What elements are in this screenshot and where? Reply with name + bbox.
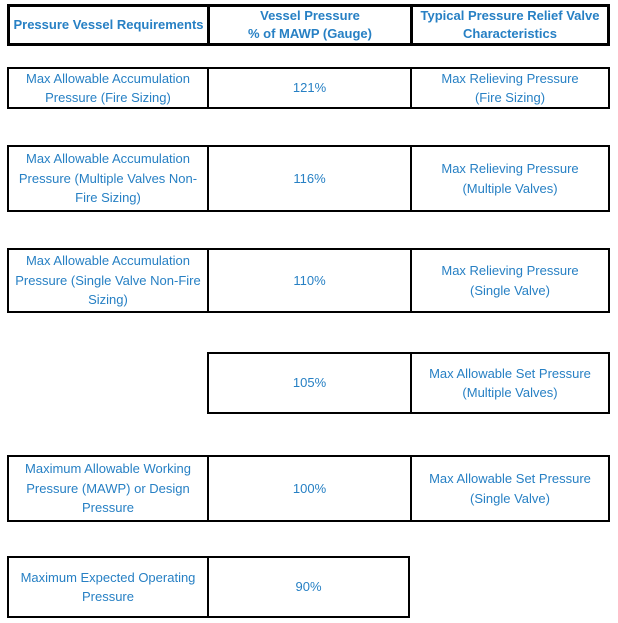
table-row-105: 105% Max Allowable Set Pressure (Multipl…	[207, 352, 610, 414]
pressure-value-cell: 90%	[207, 558, 408, 616]
table-row-90: Maximum Expected Operating Pressure 90%	[7, 556, 410, 618]
valve-cell: Max Allowable Set Pressure (Single Valve…	[410, 457, 608, 520]
requirement-cell: Maximum Allowable Working Pressure (MAWP…	[25, 461, 191, 516]
table-row-100: Maximum Allowable Working Pressure (MAWP…	[7, 455, 610, 522]
pressure-value-cell: 100%	[207, 457, 410, 520]
pressure-value-cell: 121%	[207, 69, 410, 107]
requirement-cell: Maximum Expected Operating Pressure	[20, 569, 196, 605]
table-row-121: Max Allowable Accumulation Pressure (Fir…	[7, 67, 610, 109]
pressure-value-cell: 116%	[207, 147, 410, 210]
valve-cell: Max Allowable Set Pressure (Multiple Val…	[410, 354, 608, 412]
header-vessel-pressure-percent-mawp: Vessel Pressure % of MAWP (Gauge)	[207, 7, 410, 43]
table-row-110: Max Allowable Accumulation Pressure (Sin…	[7, 248, 610, 313]
table-row-116: Max Allowable Accumulation Pressure (Mul…	[7, 145, 610, 212]
requirement-cell: Max Allowable Accumulation Pressure (Sin…	[15, 253, 201, 308]
pressure-value-cell: 105%	[292, 375, 327, 391]
pressure-value-cell: 110%	[207, 250, 410, 311]
valve-cell: Max Relieving Pressure (Fire Sizing)	[410, 69, 608, 107]
table-header-row: Pressure Vessel Requirements Vessel Pres…	[7, 4, 610, 46]
header-pressure-vessel-requirements: Pressure Vessel Requirements	[13, 17, 204, 32]
valve-cell: Max Relieving Pressure (Multiple Valves)	[410, 147, 608, 210]
valve-cell: Max Relieving Pressure (Single Valve)	[410, 250, 608, 311]
requirement-cell: Max Allowable Accumulation Pressure (Mul…	[18, 151, 198, 206]
header-relief-valve-characteristics: Typical Pressure Relief Valve Characteri…	[410, 7, 607, 43]
requirement-cell: Max Allowable Accumulation Pressure (Fir…	[25, 70, 191, 106]
